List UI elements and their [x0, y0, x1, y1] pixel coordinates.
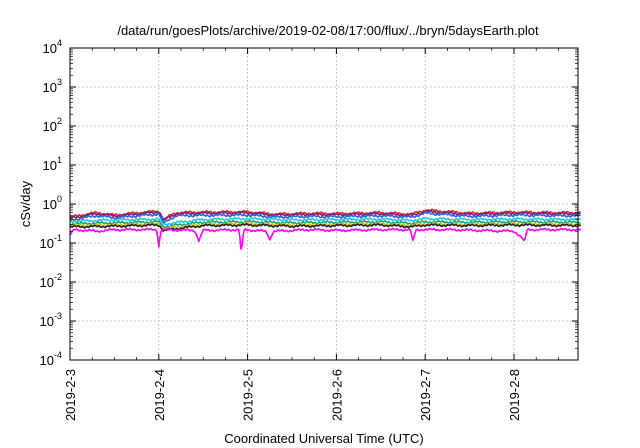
- x-tick-label: 2019-2-6: [329, 369, 344, 421]
- y-tick-label: 103: [43, 77, 62, 95]
- series-line: [69, 227, 582, 250]
- series-line: [69, 219, 581, 229]
- x-axis-label: Coordinated Universal Time (UTC): [224, 431, 423, 446]
- y-tick-label: 104: [43, 38, 62, 56]
- x-tick-label: 2019-2-3: [63, 369, 78, 421]
- series-line: [69, 216, 582, 226]
- grid: [70, 48, 578, 360]
- y-axis-label: cSv/day: [18, 180, 33, 227]
- y-tick-label: 10-1: [40, 233, 62, 251]
- series-line: [69, 211, 582, 224]
- x-tick-label: 2019-2-7: [418, 369, 433, 421]
- x-axis: 2019-2-3 2019-2-4 2019-2-5 2019-2-6 2019-2-7…: [63, 48, 559, 421]
- y-tick-label: 10-3: [40, 311, 62, 329]
- y-tick-label: 102: [43, 116, 62, 134]
- x-tick-label: 2019-2-4: [152, 369, 167, 421]
- y-tick-label: 10-2: [40, 272, 62, 290]
- y-axis: 10-4 10-3 10-2 10-1 100 101 102 103 104: [40, 38, 578, 368]
- series-line: [69, 221, 582, 231]
- y-tick-label: 10-4: [40, 350, 62, 368]
- x-tick-label: 2019-2-5: [241, 369, 256, 421]
- x-tick-label: 2019-2-8: [507, 369, 522, 421]
- y-tick-label: 100: [43, 194, 62, 212]
- series-layer: [69, 208, 582, 250]
- y-tick-label: 101: [43, 155, 62, 173]
- chart-title: /data/run/goesPlots/archive/2019-02-08/1…: [117, 23, 539, 38]
- series-line: [69, 209, 581, 222]
- series-line: [69, 222, 582, 232]
